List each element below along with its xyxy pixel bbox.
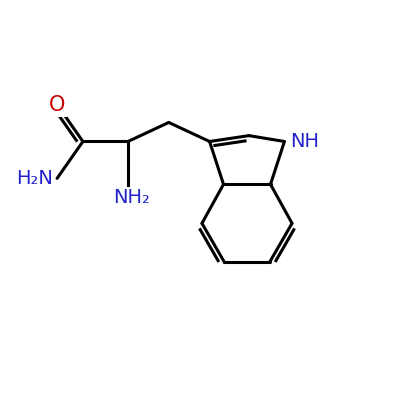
Text: O: O	[49, 95, 65, 115]
Text: NH: NH	[290, 132, 319, 151]
Text: NH₂: NH₂	[114, 188, 150, 208]
Text: H₂N: H₂N	[16, 169, 53, 188]
